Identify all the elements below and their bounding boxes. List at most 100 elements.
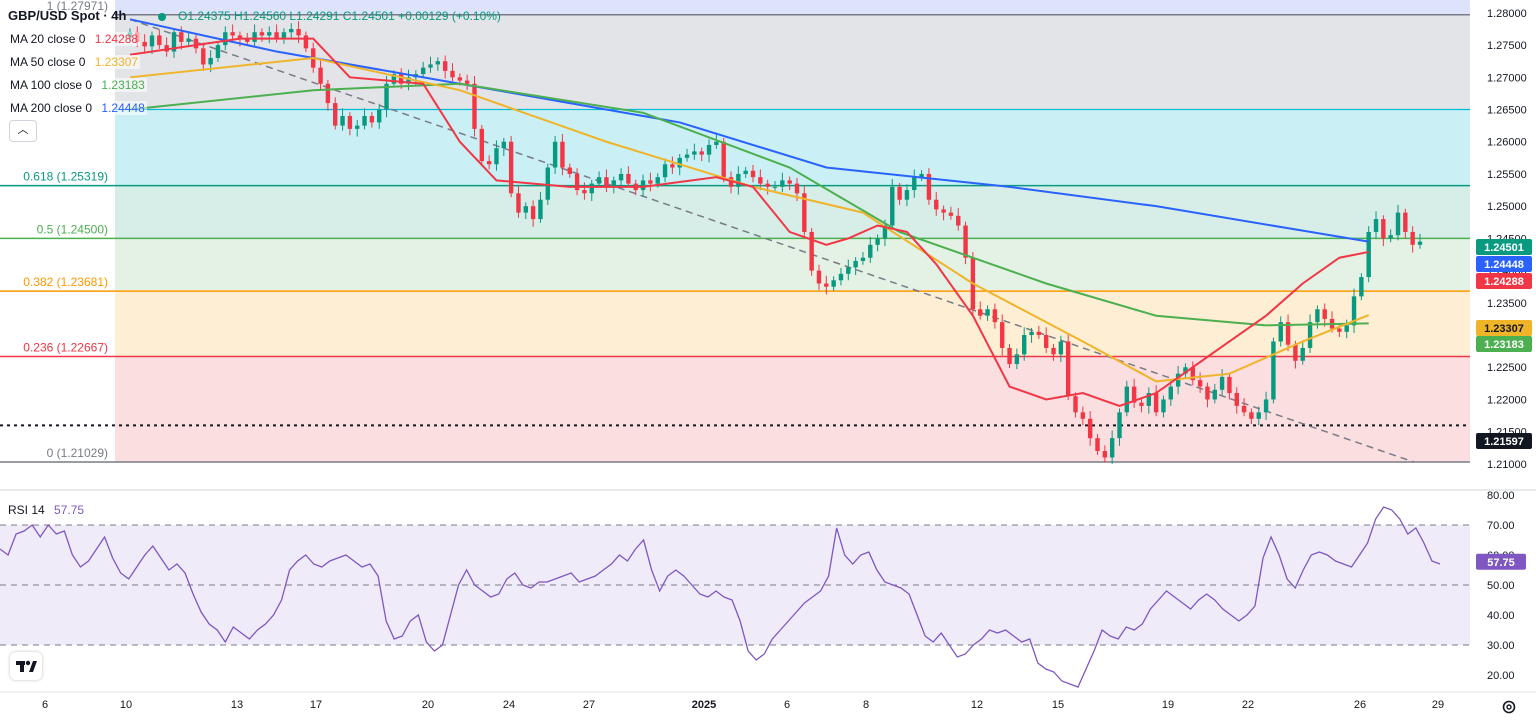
candle-body [1190, 367, 1195, 381]
candle-body [1183, 367, 1188, 374]
symbol-legend[interactable]: GBP/USD Spot · 4h [8, 8, 167, 23]
candle-body [1410, 231, 1415, 245]
gear-icon[interactable] [1500, 698, 1518, 716]
legend-ma20[interactable]: MA 20 close 0 1.24288 [8, 32, 141, 46]
candle-body [611, 180, 616, 187]
x-tick-label: 24 [503, 699, 515, 711]
candle-body [824, 283, 829, 287]
y-tick-label: 1.27500 [1487, 40, 1527, 52]
candle-body [1249, 412, 1254, 419]
candle-body [750, 170, 756, 178]
legend-ma100[interactable]: MA 100 close 0 1.23183 [8, 78, 147, 92]
candle-body [692, 151, 697, 155]
candle-body [934, 199, 939, 210]
candle-body [743, 170, 748, 174]
x-tick-label: 27 [583, 699, 595, 711]
candle-body [1351, 296, 1357, 326]
y-tick-label: 1.26000 [1487, 137, 1527, 149]
rsi-y-tick-label: 50.00 [1487, 580, 1515, 592]
candle-body [1073, 396, 1078, 413]
legend-ma50-label: MA 50 close 0 [10, 55, 86, 69]
candle-body [325, 83, 331, 104]
candle-body [912, 177, 917, 191]
candle-body [149, 35, 155, 47]
candle-body [802, 193, 807, 232]
candle-body [1065, 341, 1071, 397]
zone-grey [115, 14, 1470, 110]
candle-body [1146, 393, 1152, 406]
candle-body [882, 225, 888, 239]
candle-body [809, 231, 814, 271]
legend-ma100-label: MA 100 close 0 [10, 78, 93, 92]
legend-ma50[interactable]: MA 50 close 0 1.23307 [8, 55, 141, 69]
candle-body [978, 309, 983, 316]
zone-teal [115, 185, 1470, 239]
rsi-label: RSI 14 [8, 503, 45, 517]
tradingview-logo-icon[interactable] [10, 652, 42, 680]
candle-body [186, 38, 191, 42]
rsi-y-tick-label: 20.00 [1487, 670, 1515, 682]
candle-body [1278, 322, 1283, 342]
candle-body [1263, 399, 1269, 413]
candle-body [1161, 399, 1166, 413]
candle-body [956, 215, 961, 226]
ma-line [129, 18, 1369, 243]
candle-body [846, 267, 851, 274]
x-tick-label: 17 [310, 699, 322, 711]
candle-body [472, 83, 477, 129]
candle-body [193, 38, 199, 49]
candle-body [333, 103, 338, 126]
candle-body [486, 161, 492, 165]
candle-body [1102, 451, 1108, 458]
candle-body [1087, 418, 1093, 439]
candle-body [1043, 335, 1049, 348]
candle-body [377, 109, 382, 123]
rsi-value-tag [1476, 553, 1526, 570]
rsi-legend[interactable]: RSI 14 57.75 [8, 503, 84, 517]
candle-body [208, 57, 213, 65]
price-tag [1476, 239, 1532, 255]
candle-body [684, 154, 690, 158]
candle-body [318, 67, 323, 84]
fib-label: 0.5 (1.24500) [37, 222, 108, 236]
candle-body [538, 199, 543, 220]
candle-body [662, 164, 668, 178]
candle-body [398, 74, 404, 84]
y-tick-label: 1.25500 [1487, 169, 1527, 181]
candle-body [699, 151, 704, 155]
candle-body [1036, 331, 1042, 336]
candle-body [523, 206, 528, 213]
fib-label: 0.236 (1.22667) [23, 340, 108, 354]
candle-body [1131, 386, 1137, 403]
candle-body [772, 186, 778, 188]
rsi-y-tick-label: 70.00 [1487, 520, 1515, 532]
candle-body [1000, 322, 1005, 348]
candle-body [552, 141, 558, 168]
candle-body [904, 190, 910, 200]
candle-body [890, 186, 895, 226]
candle-body [1227, 376, 1232, 394]
candle-body [1051, 347, 1056, 355]
rsi-value-tag-label: 57.75 [1487, 557, 1515, 569]
candle-body [369, 115, 375, 123]
candle-body [201, 48, 206, 65]
candle-body [1381, 219, 1386, 239]
x-tick-label: 6 [42, 699, 48, 711]
candle-body [457, 77, 463, 81]
candle-body [252, 32, 257, 42]
x-tick-label: 15 [1052, 699, 1064, 711]
candle-body [1153, 393, 1159, 413]
candle-body [868, 244, 873, 258]
candle-body [919, 173, 924, 178]
candle-body [589, 183, 594, 194]
legend-ma200[interactable]: MA 200 close 0 1.24448 [8, 101, 147, 115]
legend-ma200-value: 1.24448 [101, 101, 145, 115]
candle-body [618, 173, 624, 181]
collapse-legend-button[interactable]: ︿ [9, 120, 37, 142]
rsi-y-tick-label: 40.00 [1487, 610, 1515, 622]
y-tick-label: 1.26500 [1487, 105, 1527, 117]
candle-body [545, 167, 550, 200]
symbol-title: GBP/USD Spot · 4h [8, 8, 127, 23]
candle-body [765, 183, 770, 187]
